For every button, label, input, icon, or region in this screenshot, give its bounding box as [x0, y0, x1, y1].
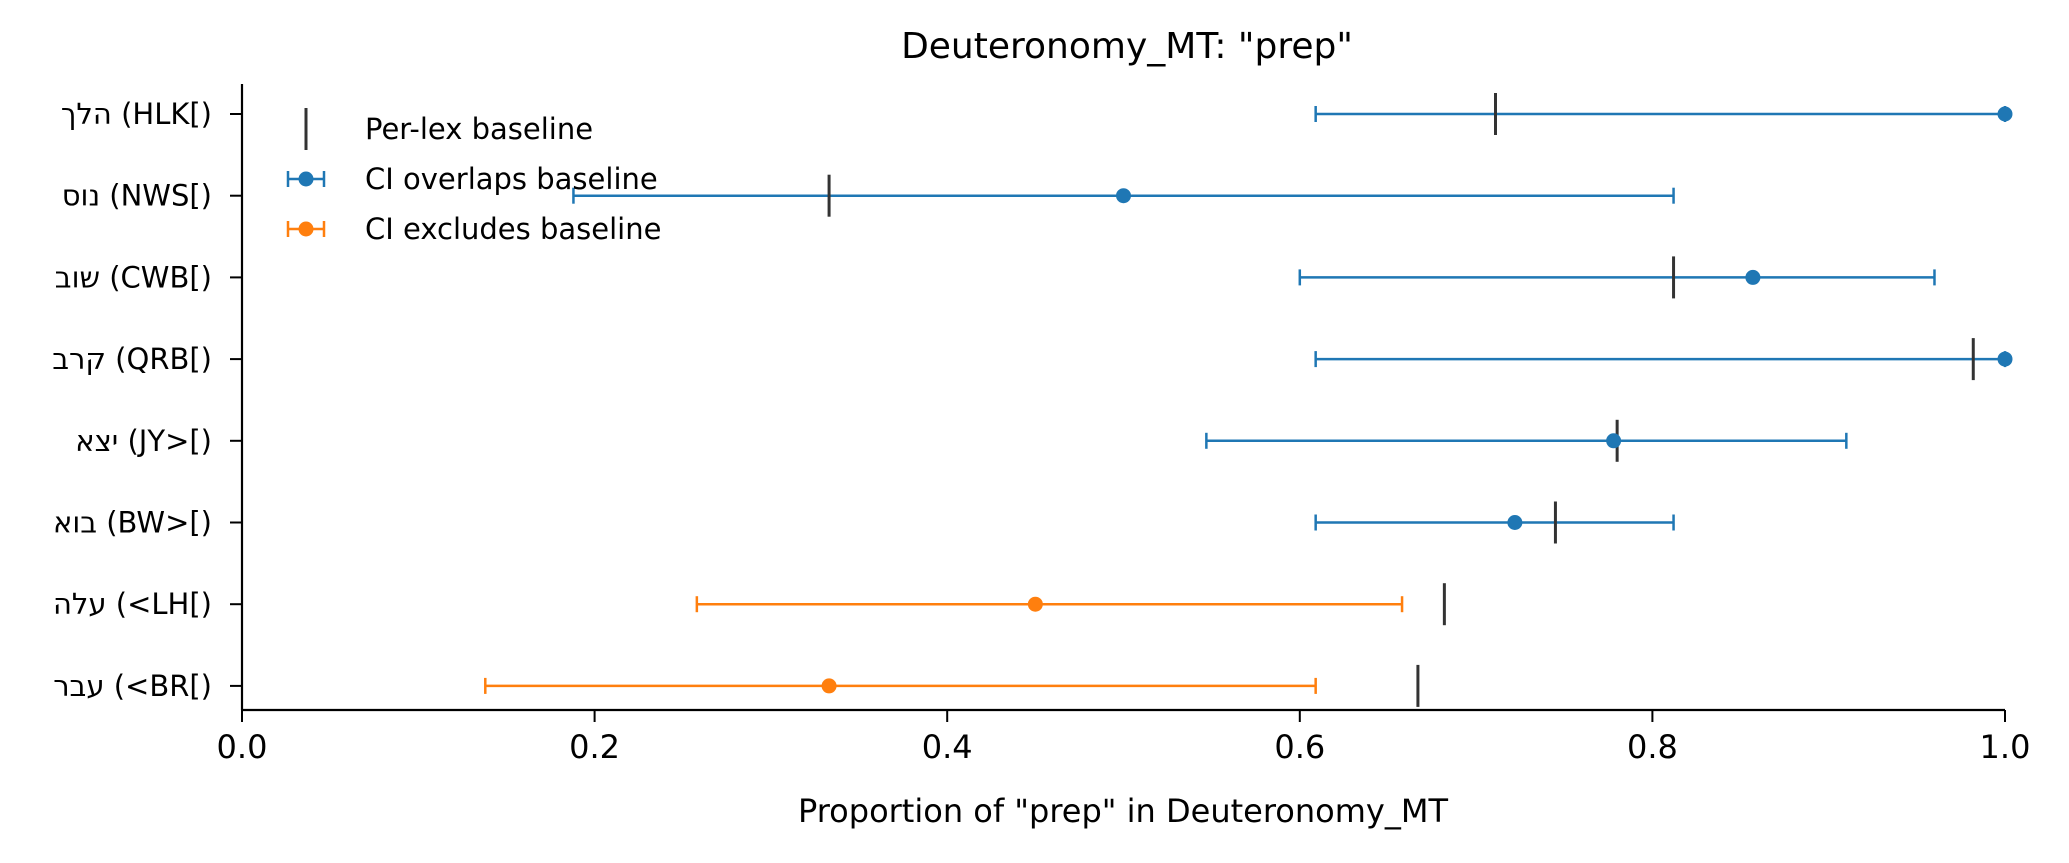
x-axis-ticks: 0.0 0.2 0.4 0.6 0.8 1.0 — [217, 710, 2031, 766]
legend-item-baseline: Per-lex baseline — [304, 108, 593, 150]
y-tick-label-7: עבר (<BR[) — [53, 669, 212, 703]
legend-item-overlap: CI overlaps baseline — [286, 162, 658, 196]
row-0 — [1314, 93, 2013, 135]
legend-baseline-label: Per-lex baseline — [365, 112, 593, 146]
estimate-point-5 — [1507, 515, 1523, 530]
row-7 — [484, 664, 1420, 707]
x-tick-label-5: 1.0 — [1980, 728, 2031, 766]
estimate-point-7 — [821, 678, 837, 694]
row-5 — [1314, 501, 1675, 544]
row-1 — [572, 174, 1675, 217]
y-tick-label-3: קרב (QRB[) — [52, 342, 212, 376]
y-axis-ticks: הלך (HLK[) נוס (NWS[) שוב (CWB[) קרב (QRB[)… — [52, 97, 242, 703]
y-tick-label-4: יצא (JY>[) — [75, 424, 212, 458]
row-2 — [1298, 256, 1936, 299]
x-tick-label-4: 0.8 — [1627, 728, 1678, 766]
x-axis-label: Proportion of "prep" in Deuteronomy_MT — [798, 792, 1448, 830]
legend-item-excludes: CI excludes baseline — [286, 212, 661, 246]
legend: Per-lex baseline CI overlaps baseline CI… — [286, 108, 661, 246]
estimate-point-3 — [1997, 351, 2013, 367]
x-tick-label-1: 0.2 — [569, 728, 620, 766]
y-tick-label-0: הלך (HLK[) — [61, 97, 212, 131]
legend-excludes-label: CI excludes baseline — [365, 212, 661, 246]
legend-excludes-marker — [298, 221, 314, 237]
row-3 — [1314, 338, 2013, 381]
x-tick-label-2: 0.4 — [922, 728, 973, 766]
estimate-point-2 — [1745, 269, 1761, 285]
x-tick-label-3: 0.6 — [1274, 728, 1325, 766]
y-tick-label-1: נוס (NWS[) — [62, 179, 212, 213]
x-tick-label-0: 0.0 — [217, 728, 268, 766]
estimate-point-4 — [1606, 433, 1622, 449]
estimate-point-0 — [1997, 106, 2013, 122]
chart-title: Deuteronomy_MT: "prep" — [901, 26, 1353, 67]
plot-area — [484, 93, 2013, 707]
estimate-point-1 — [1116, 188, 1131, 204]
estimate-point-6 — [1027, 596, 1043, 612]
legend-overlap-label: CI overlaps baseline — [365, 162, 658, 196]
row-6 — [695, 583, 1446, 626]
y-tick-label-6: עלה (<LH[) — [53, 587, 212, 621]
y-tick-label-2: שוב (CWB[) — [55, 260, 212, 294]
row-4 — [1205, 419, 1848, 462]
y-tick-label-5: בוא (BW>[) — [53, 506, 212, 540]
legend-overlap-marker — [298, 171, 314, 187]
